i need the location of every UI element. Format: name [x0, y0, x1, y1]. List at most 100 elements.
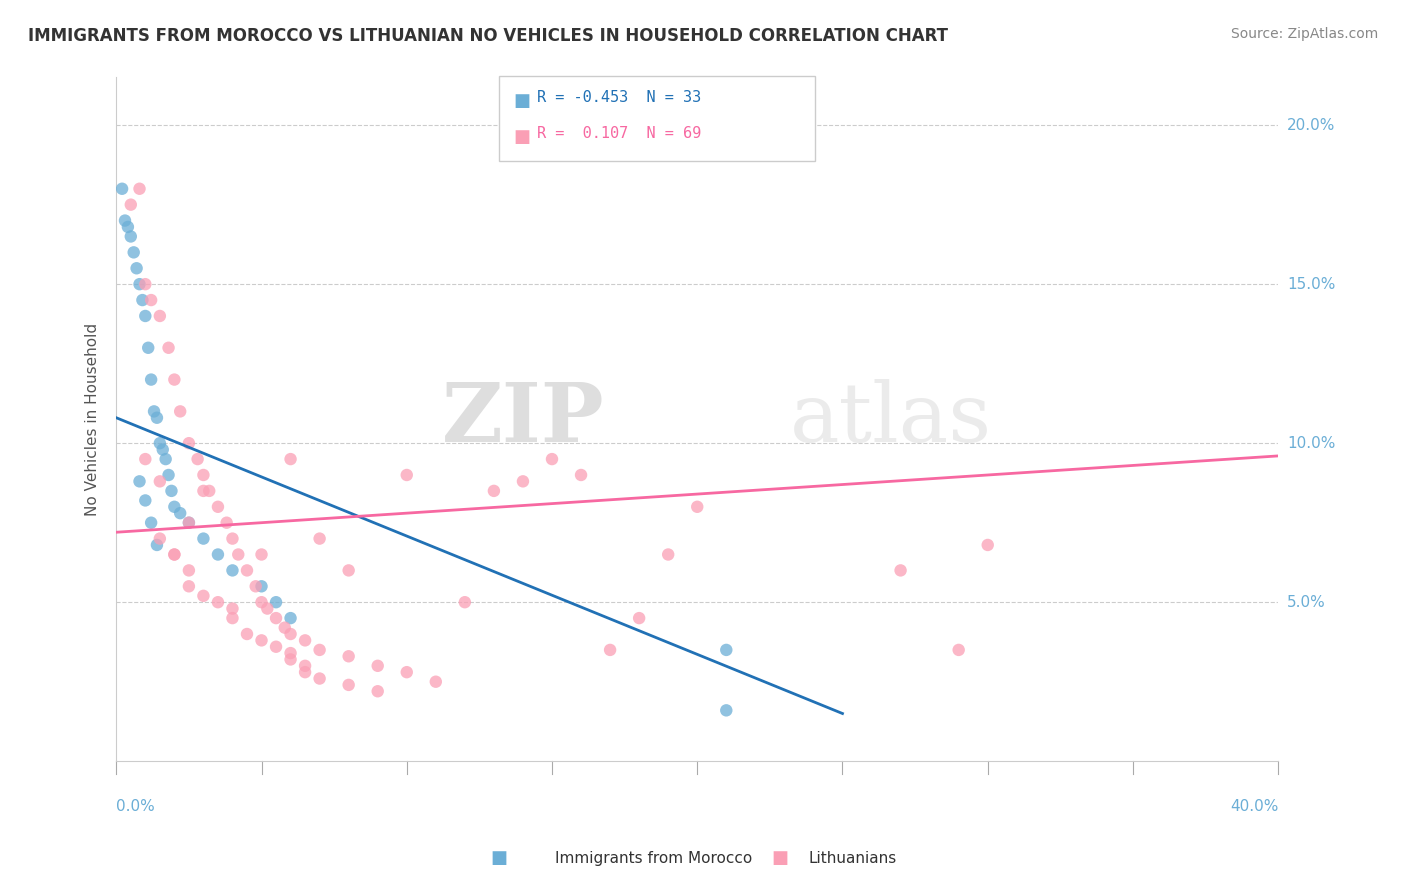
- Point: [128, 475, 150, 489]
- Point: [193, 467, 215, 482]
- Y-axis label: No Vehicles in Household: No Vehicles in Household: [86, 323, 100, 516]
- Text: R =  0.107  N = 69: R = 0.107 N = 69: [537, 126, 702, 141]
- Point: [250, 579, 273, 593]
- Point: [280, 452, 302, 467]
- Point: [149, 436, 172, 450]
- Point: [686, 500, 709, 514]
- Point: [120, 197, 142, 211]
- Point: [207, 548, 229, 562]
- Point: [146, 538, 169, 552]
- Point: [337, 678, 360, 692]
- Point: [294, 665, 316, 680]
- Point: [280, 646, 302, 660]
- Point: [163, 500, 186, 514]
- Point: [149, 532, 172, 546]
- Point: [294, 658, 316, 673]
- Point: [163, 548, 186, 562]
- Point: [541, 452, 564, 467]
- Point: [425, 674, 447, 689]
- Point: [163, 373, 186, 387]
- Point: [134, 493, 156, 508]
- Point: [152, 442, 174, 457]
- Point: [134, 452, 156, 467]
- Point: [977, 538, 1000, 552]
- Point: [193, 589, 215, 603]
- Point: [143, 404, 166, 418]
- Point: [280, 627, 302, 641]
- Point: [308, 643, 330, 657]
- Point: [280, 611, 302, 625]
- Point: [198, 483, 221, 498]
- Point: [139, 293, 162, 307]
- Point: [948, 643, 970, 657]
- Point: [367, 658, 389, 673]
- Point: [128, 182, 150, 196]
- Point: [236, 627, 259, 641]
- Point: [250, 633, 273, 648]
- Point: [207, 595, 229, 609]
- Point: [160, 483, 183, 498]
- Point: [890, 563, 912, 577]
- Point: [274, 621, 297, 635]
- Text: ■: ■: [491, 849, 508, 867]
- Point: [157, 467, 180, 482]
- Point: [157, 341, 180, 355]
- Text: atlas: atlas: [790, 379, 993, 459]
- Text: IMMIGRANTS FROM MOROCCO VS LITHUANIAN NO VEHICLES IN HOUSEHOLD CORRELATION CHART: IMMIGRANTS FROM MOROCCO VS LITHUANIAN NO…: [28, 27, 948, 45]
- Point: [221, 601, 243, 615]
- Point: [264, 640, 287, 654]
- Point: [155, 452, 177, 467]
- Point: [120, 229, 142, 244]
- Point: [482, 483, 505, 498]
- Text: Lithuanians: Lithuanians: [808, 851, 897, 865]
- Point: [337, 649, 360, 664]
- Point: [221, 563, 243, 577]
- Text: ZIP: ZIP: [441, 379, 605, 459]
- Point: [117, 219, 139, 234]
- Text: ■: ■: [513, 128, 530, 145]
- Text: 10.0%: 10.0%: [1286, 435, 1336, 450]
- Point: [131, 293, 153, 307]
- Point: [149, 475, 172, 489]
- Text: ■: ■: [513, 92, 530, 110]
- Point: [599, 643, 621, 657]
- Point: [134, 309, 156, 323]
- Point: [139, 516, 162, 530]
- Point: [569, 467, 592, 482]
- Text: 0.0%: 0.0%: [117, 799, 155, 814]
- Point: [716, 643, 738, 657]
- Point: [264, 611, 287, 625]
- Point: [657, 548, 679, 562]
- Point: [163, 548, 186, 562]
- Point: [395, 467, 418, 482]
- Point: [177, 563, 200, 577]
- Point: [308, 672, 330, 686]
- Point: [128, 277, 150, 292]
- Point: [294, 633, 316, 648]
- Point: [146, 410, 169, 425]
- Text: 20.0%: 20.0%: [1286, 118, 1336, 133]
- Point: [177, 516, 200, 530]
- Point: [256, 601, 278, 615]
- Point: [280, 652, 302, 666]
- Point: [308, 532, 330, 546]
- Point: [139, 373, 162, 387]
- Point: [221, 611, 243, 625]
- Text: Immigrants from Morocco: Immigrants from Morocco: [555, 851, 752, 865]
- Point: [250, 548, 273, 562]
- Point: [193, 532, 215, 546]
- Point: [236, 563, 259, 577]
- Point: [215, 516, 238, 530]
- Text: 15.0%: 15.0%: [1286, 277, 1336, 292]
- Text: Source: ZipAtlas.com: Source: ZipAtlas.com: [1230, 27, 1378, 41]
- Text: R = -0.453  N = 33: R = -0.453 N = 33: [537, 90, 702, 105]
- Point: [716, 703, 738, 717]
- Point: [454, 595, 477, 609]
- Point: [337, 563, 360, 577]
- Point: [250, 595, 273, 609]
- Point: [367, 684, 389, 698]
- Point: [226, 548, 249, 562]
- Point: [114, 213, 136, 227]
- Point: [245, 579, 267, 593]
- Point: [264, 595, 287, 609]
